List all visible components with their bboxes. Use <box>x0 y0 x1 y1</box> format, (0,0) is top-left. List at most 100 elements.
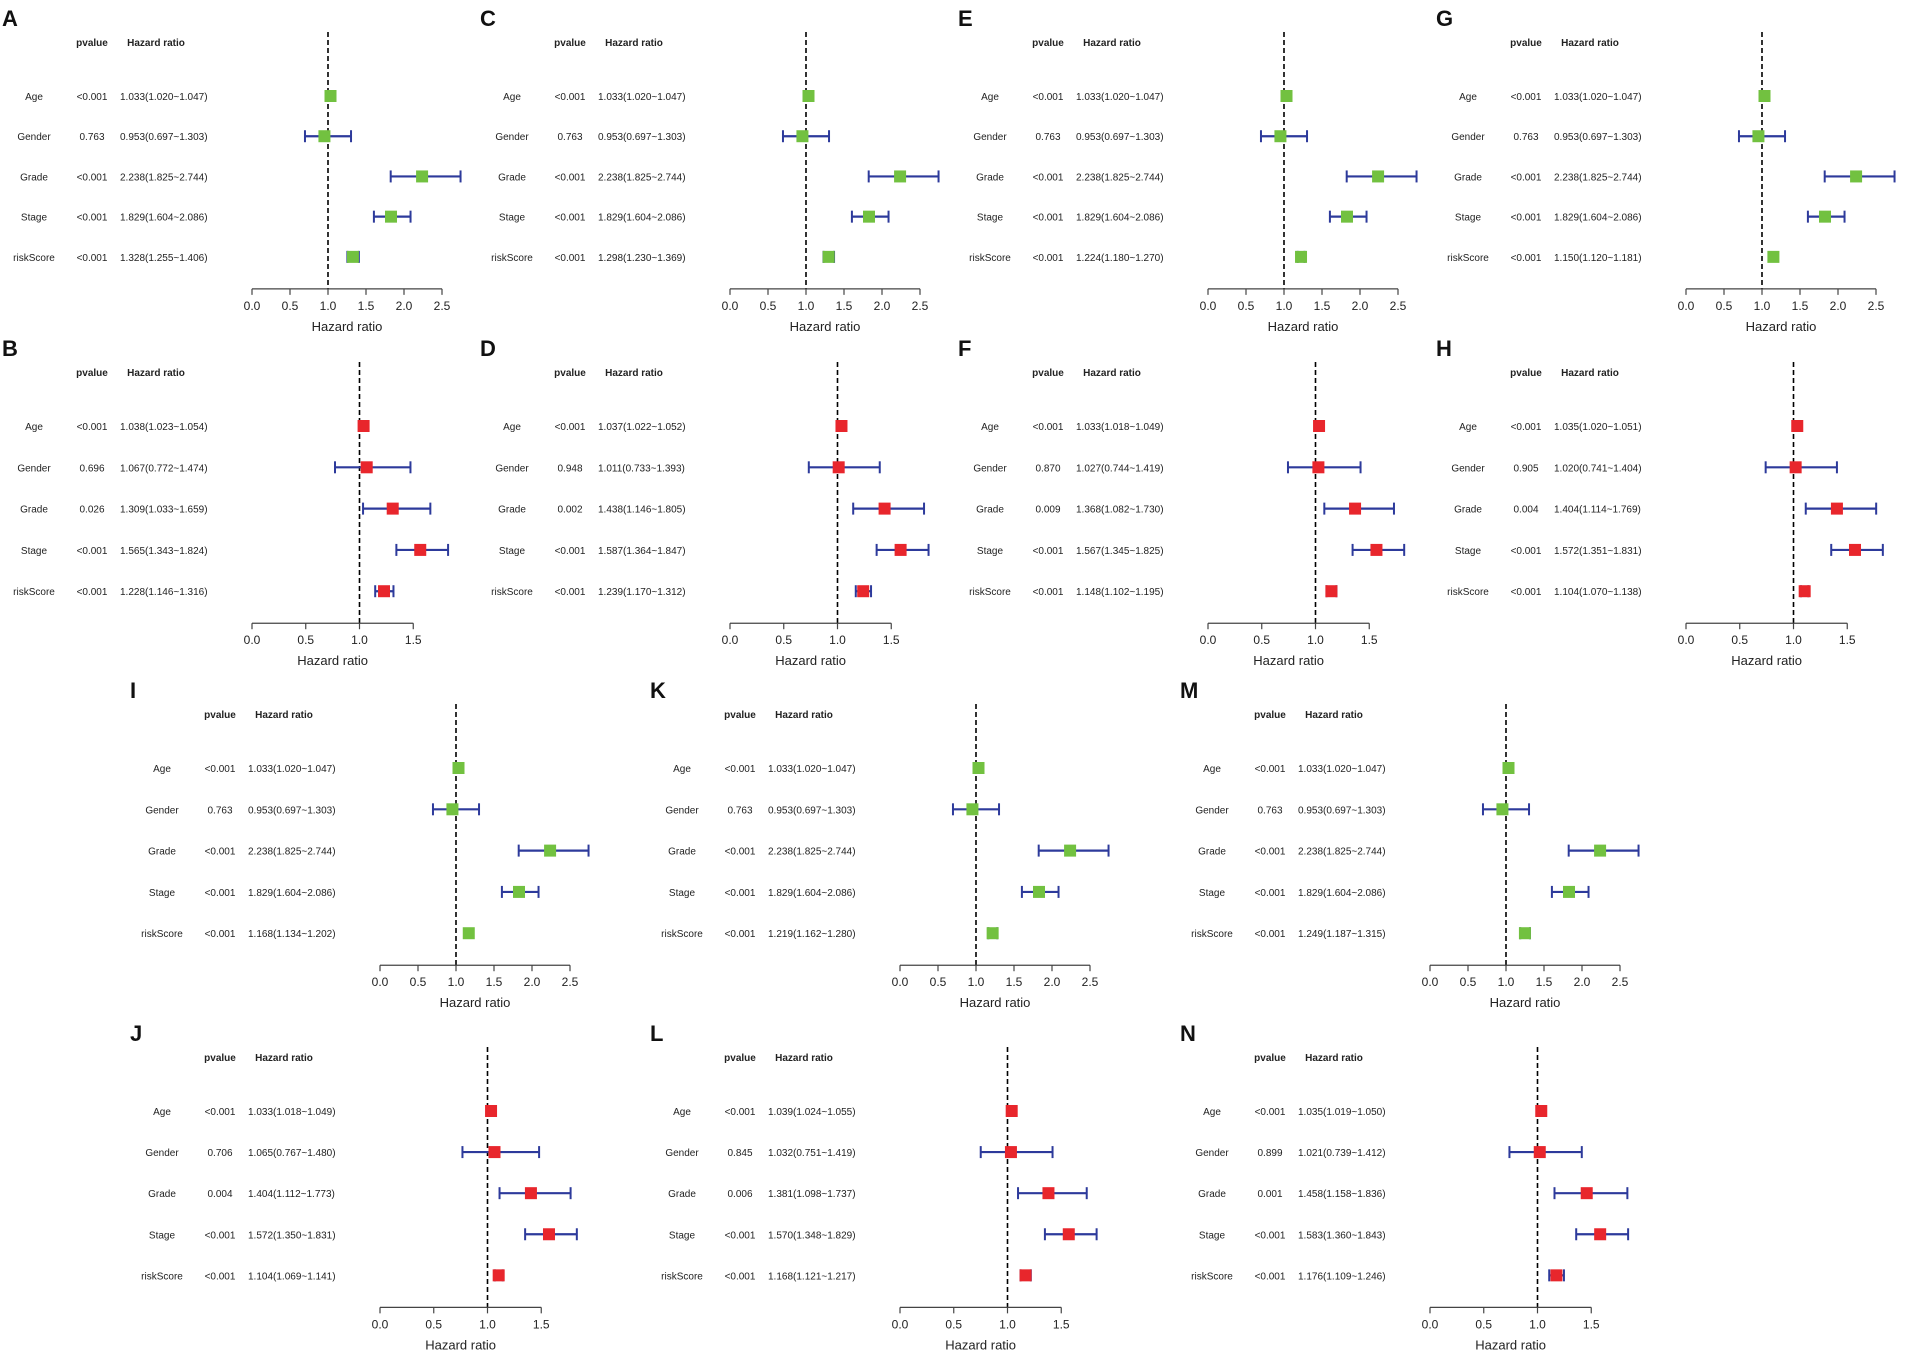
hazard-ratio-cell: 0.953(0.697~1.303) <box>598 132 686 143</box>
variable-label: Gender <box>665 805 699 816</box>
panel-letter-n: N <box>1180 1021 1196 1046</box>
hazard-ratio-cell: 1.065(0.767~1.480) <box>248 1148 336 1159</box>
panel-letter-b: B <box>2 336 18 361</box>
hazard-ratio-point <box>1791 420 1804 432</box>
x-tick-label: 1.5 <box>1361 633 1378 647</box>
pvalue-cell: 0.763 <box>1513 132 1538 143</box>
hazard-ratio-cell: 1.033(1.020~1.047) <box>598 92 686 103</box>
hazard-ratio-point <box>1819 210 1832 223</box>
pvalue-cell: <0.001 <box>725 929 756 940</box>
variable-label: Grade <box>1198 847 1226 858</box>
hazard-ratio-cell: 1.038(1.023~1.054) <box>120 422 208 433</box>
x-tick-label: 2.0 <box>396 299 413 313</box>
variable-label: riskScore <box>141 929 183 940</box>
variable-label: Stage <box>21 213 48 224</box>
x-tick-label: 2.0 <box>1830 299 1847 313</box>
variable-label: Gender <box>1195 805 1229 816</box>
hazard-ratio-point <box>1274 130 1287 143</box>
variable-label: Grade <box>1454 505 1482 516</box>
variable-label: Age <box>25 92 43 103</box>
hazard-ratio-point <box>318 130 331 143</box>
hazard-ratio-point <box>1496 803 1509 816</box>
hazard-ratio-point <box>462 927 475 940</box>
x-tick-label: 1.5 <box>405 633 422 647</box>
hazard-ratio-header: Hazard ratio <box>1305 1053 1363 1064</box>
variable-label: riskScore <box>13 587 55 598</box>
variable-label: Grade <box>1198 1189 1226 1200</box>
variable-label: Grade <box>976 505 1004 516</box>
pvalue-cell: <0.001 <box>205 929 236 940</box>
x-tick-label: 2.5 <box>1612 975 1629 989</box>
hazard-ratio-cell: 1.224(1.180~1.270) <box>1076 253 1164 264</box>
hazard-ratio-cell: 1.381(1.098~1.737) <box>768 1189 856 1200</box>
x-tick-label: 0.5 <box>1460 975 1477 989</box>
variable-label: Age <box>1459 92 1477 103</box>
x-tick-label: 1.5 <box>1792 299 1809 313</box>
variable-label: riskScore <box>969 587 1011 598</box>
hazard-ratio-point <box>1830 502 1843 515</box>
pvalue-cell: <0.001 <box>1511 213 1542 224</box>
pvalue-cell: <0.001 <box>77 253 108 264</box>
pvalue-header: pvalue <box>1254 1053 1286 1064</box>
hazard-ratio-point <box>414 543 427 556</box>
hazard-ratio-point <box>1752 130 1765 143</box>
variable-label: Grade <box>498 172 526 183</box>
hazard-ratio-point <box>1550 1269 1563 1282</box>
x-tick-label: 2.0 <box>1352 299 1369 313</box>
variable-label: Age <box>153 764 171 775</box>
pvalue-cell: <0.001 <box>77 422 108 433</box>
pvalue-cell: <0.001 <box>1255 888 1286 899</box>
pvalue-cell: <0.001 <box>725 1271 756 1282</box>
hazard-ratio-header: Hazard ratio <box>605 38 663 49</box>
x-tick-label: 1.0 <box>1276 299 1293 313</box>
x-tick-label: 1.0 <box>798 299 815 313</box>
hazard-ratio-cell: 1.829(1.604~2.086) <box>1554 213 1642 224</box>
pvalue-cell: <0.001 <box>77 213 108 224</box>
pvalue-header: pvalue <box>76 38 108 49</box>
hazard-ratio-header: Hazard ratio <box>775 710 833 721</box>
x-tick-label: 1.0 <box>1785 633 1802 647</box>
x-tick-label: 1.5 <box>836 299 853 313</box>
pvalue-cell: <0.001 <box>725 764 756 775</box>
variable-label: riskScore <box>141 1271 183 1282</box>
hazard-ratio-header: Hazard ratio <box>255 710 313 721</box>
hazard-ratio-cell: 1.829(1.604~2.086) <box>120 213 208 224</box>
hazard-ratio-point <box>1019 1269 1032 1282</box>
hazard-ratio-point <box>1798 585 1811 598</box>
hazard-ratio-point <box>1518 927 1531 940</box>
variable-label: riskScore <box>491 253 533 264</box>
hazard-ratio-point <box>1594 1228 1607 1241</box>
pvalue-cell: 0.845 <box>727 1148 752 1159</box>
x-tick-label: 1.5 <box>1006 975 1023 989</box>
pvalue-cell: <0.001 <box>1255 847 1286 858</box>
panel-letter-m: M <box>1180 678 1198 703</box>
panel-letter-e: E <box>958 6 973 31</box>
x-tick-label: 0.0 <box>372 975 389 989</box>
pvalue-cell: <0.001 <box>725 1230 756 1241</box>
pvalue-cell: <0.001 <box>1255 764 1286 775</box>
hazard-ratio-cell: 1.021(0.739~1.412) <box>1298 1148 1386 1159</box>
pvalue-cell: <0.001 <box>725 847 756 858</box>
hazard-ratio-cell: 1.104(1.069~1.141) <box>248 1271 336 1282</box>
variable-label: Age <box>1203 764 1221 775</box>
pvalue-cell: 0.002 <box>557 505 582 516</box>
x-axis-title: Hazard ratio <box>1475 1337 1546 1352</box>
pvalue-cell: <0.001 <box>1255 1107 1286 1118</box>
pvalue-cell: <0.001 <box>555 172 586 183</box>
variable-label: Gender <box>495 463 529 474</box>
pvalue-cell: <0.001 <box>77 172 108 183</box>
hazard-ratio-cell: 1.033(1.020~1.047) <box>1298 764 1386 775</box>
pvalue-header: pvalue <box>1254 710 1286 721</box>
variable-label: Stage <box>669 888 696 899</box>
hazard-ratio-header: Hazard ratio <box>127 368 185 379</box>
x-tick-label: 0.0 <box>722 633 739 647</box>
pvalue-cell: 0.026 <box>79 505 104 516</box>
variable-label: Gender <box>17 132 51 143</box>
variable-label: riskScore <box>1447 587 1489 598</box>
x-tick-label: 2.5 <box>912 299 929 313</box>
hazard-ratio-cell: 1.572(1.350~1.831) <box>248 1230 336 1241</box>
x-tick-label: 1.0 <box>999 1317 1016 1331</box>
hazard-ratio-point <box>894 170 907 183</box>
hazard-ratio-point <box>1563 885 1576 898</box>
